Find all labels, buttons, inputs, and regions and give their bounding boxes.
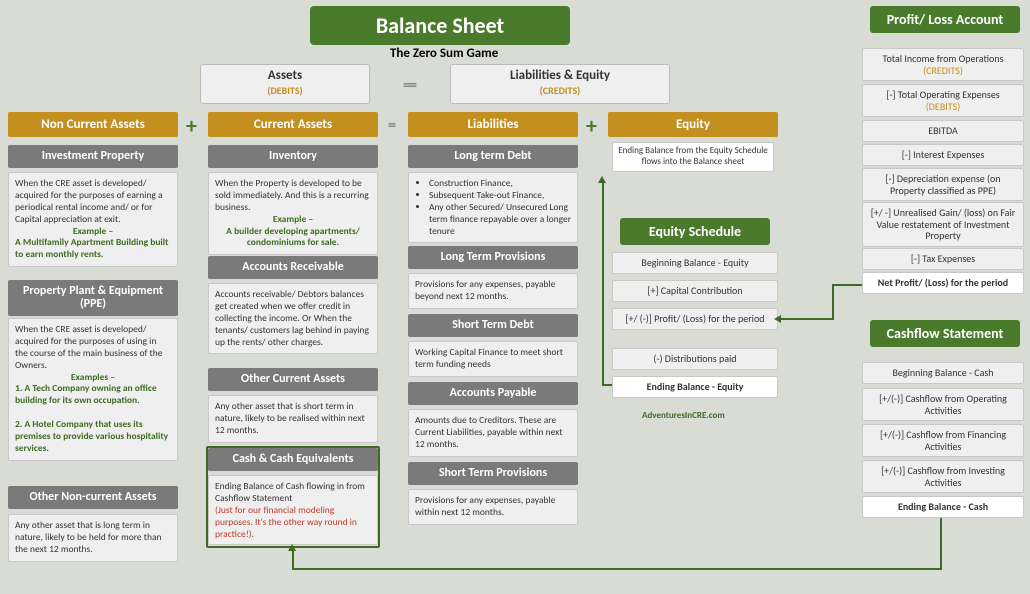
inv-desc-text: When the Property is developed to be sol… (215, 177, 369, 213)
ar-bar: Accounts Receivable (208, 256, 378, 279)
ip-ex-label: Example – (73, 225, 113, 237)
pl-r5: [-] Depreciation expense (on Property cl… (862, 168, 1024, 201)
arrow-eq-h (602, 384, 612, 386)
ppe-ex1: 1. A Tech Company owning an office build… (15, 382, 157, 406)
std-desc: Working Capital Finance to meet short te… (408, 341, 578, 377)
watermark: AdventuresInCRE.com (642, 410, 725, 421)
pl-r1: Total Income from Operations (CREDITS) (862, 48, 1024, 81)
balance-sheet-title: Balance Sheet (310, 6, 570, 45)
std-bar: Short Term Debt (408, 314, 578, 337)
inv-ex-label: Example – (273, 213, 313, 225)
ppe-desc-text: When the CRE asset is developed/ acquire… (15, 323, 162, 371)
ppe-desc: When the CRE asset is developed/ acquire… (8, 318, 178, 461)
ppe-ex-label: Examples – (71, 371, 115, 383)
liab-eq-head-label: Liabilities & Equity (510, 68, 610, 83)
ip-desc-text: When the CRE asset is developed/ acquire… (15, 177, 163, 225)
nca-header: Non Current Assets (8, 112, 178, 137)
ap-text: Amounts due to Creditors. These are Curr… (415, 414, 563, 450)
cash-bar: Cash & Cash Equivalents (208, 448, 378, 471)
cf-r5: Ending Balance - Cash (862, 496, 1024, 518)
assets-head-label: Assets (268, 68, 302, 83)
liab-eq-sub: (CREDITS) (540, 84, 581, 97)
pl-r4: [-] Interest Expenses (862, 144, 1024, 166)
eqs-capital: [+] Capital Contribution (612, 280, 778, 302)
ar-desc-text: Accounts receivable/ Debtors balances ge… (215, 288, 369, 348)
cf-title: Cashflow Statement (870, 320, 1020, 347)
ppe-bar: Property Plant & Equipment (PPE) (8, 280, 178, 316)
other-nca-text: Any other asset that is long term in nat… (15, 519, 161, 555)
cf-r3: [+/(-)] Cashflow from Financing Activiti… (862, 424, 1024, 457)
investment-property-desc: When the CRE asset is developed/ acquire… (8, 172, 178, 267)
arrow-pl-h1 (832, 284, 862, 286)
arrow-eq-head (598, 176, 606, 183)
cf-r1: Beginning Balance - Cash (862, 362, 1024, 384)
cash-red-text: (Just for our financial modeling purpose… (215, 504, 357, 540)
cash-desc-text: Ending Balance of Cash flowing in from C… (215, 480, 365, 504)
ip-ex-text: A Multifamily Apartment Building built t… (15, 236, 168, 260)
other-nca-bar: Other Non-current Assets (8, 486, 178, 509)
stp-text: Provisions for any expenses, payable wit… (415, 494, 555, 518)
pl-r2b: (DEBITS) (926, 100, 960, 113)
pl-r8: Net Profit/ (Loss) for the period (862, 272, 1024, 294)
oca-desc-text: Any other asset that is short term in na… (215, 400, 365, 436)
pl-title: Profit/ Loss Account (870, 6, 1020, 33)
arrow-eq-v (602, 182, 604, 386)
subtitle: The Zero Sum Game (390, 46, 498, 61)
assets-head: Assets (DEBITS) (200, 64, 370, 104)
pl-r2: [-] Total Operating Expenses (DEBITS) (862, 84, 1024, 117)
std-text: Working Capital Finance to meet short te… (415, 346, 563, 370)
liab-header: Liabilities (408, 112, 578, 137)
equals-icon: == (403, 76, 415, 95)
liab-eq-head: Liabilities & Equity (CREDITS) (450, 64, 670, 104)
ltd-b2: Subsequent Take-out Finance, (429, 190, 571, 202)
inv-ex-text: A builder developing apartments/ condomi… (226, 225, 360, 249)
assets-sub: (DEBITS) (267, 84, 302, 97)
oca-bar: Other Current Assets (208, 368, 378, 391)
ltd-b3: Any other Secured/ Unsecured Long term f… (429, 202, 571, 238)
pl-r3: EBITDA (862, 120, 1024, 142)
arrow-cf-v2 (292, 550, 294, 570)
arrow-cf-v1 (940, 518, 942, 570)
equity-flow-note: Ending Balance from the Equity Schedule … (612, 142, 774, 172)
eqs-ending: Ending Balance - Equity (612, 376, 778, 398)
equity-header: Equity (608, 112, 778, 137)
pl-r6: [+/ -] Unrealised Gain/ (loss) on Fair V… (862, 202, 1024, 247)
investment-property-bar: Investment Property (8, 145, 178, 168)
inventory-desc: When the Property is developed to be sol… (208, 172, 378, 255)
ppe-ex2: 2. A Hotel Company that uses its premise… (15, 418, 168, 454)
arrow-cf-head (288, 544, 296, 551)
eqs-dist: (-) Distributions paid (612, 348, 778, 370)
eqs-beginning: Beginning Balance - Equity (612, 252, 778, 274)
arrow-pl-v (832, 284, 834, 320)
ca-header: Current Assets (208, 112, 378, 137)
ar-desc: Accounts receivable/ Debtors balances ge… (208, 283, 378, 354)
ap-bar: Accounts Payable (408, 382, 578, 405)
arrow-pl-h2 (780, 318, 834, 320)
cash-desc: Ending Balance of Cash flowing in from C… (208, 475, 378, 545)
other-nca-desc: Any other asset that is long term in nat… (8, 514, 178, 562)
inventory-bar: Inventory (208, 145, 378, 168)
cf-r2: [+/(-)] Cashflow from Operating Activiti… (862, 388, 1024, 421)
ltp-text: Provisions for any expenses, payable bey… (415, 278, 555, 302)
stp-bar: Short Term Provisions (408, 462, 578, 485)
ap-desc: Amounts due to Creditors. These are Curr… (408, 409, 578, 457)
cf-r4: [+/(-)] Cashflow from Investing Activiti… (862, 460, 1024, 493)
ltp-desc: Provisions for any expenses, payable bey… (408, 273, 578, 309)
stp-desc: Provisions for any expenses, payable wit… (408, 489, 578, 525)
equals-icon-2: = (388, 116, 396, 135)
equity-schedule-title: Equity Schedule (620, 218, 770, 245)
arrow-pl-head (774, 315, 781, 323)
pl-r1b: (CREDITS) (923, 64, 963, 77)
arrow-cf-h (292, 568, 942, 570)
ltd-desc: Construction Finance, Subsequent Take-ou… (408, 172, 578, 243)
oca-desc: Any other asset that is short term in na… (208, 395, 378, 443)
eqs-profit: [+/ (-)] Profit/ (Loss) for the period (612, 308, 778, 330)
ltp-bar: Long Term Provisions (408, 246, 578, 269)
ltd-bar: Long term Debt (408, 145, 578, 168)
pl-r7: [-] Tax Expenses (862, 248, 1024, 270)
plus-icon-1: + (186, 112, 197, 139)
plus-icon-2: + (586, 112, 597, 139)
